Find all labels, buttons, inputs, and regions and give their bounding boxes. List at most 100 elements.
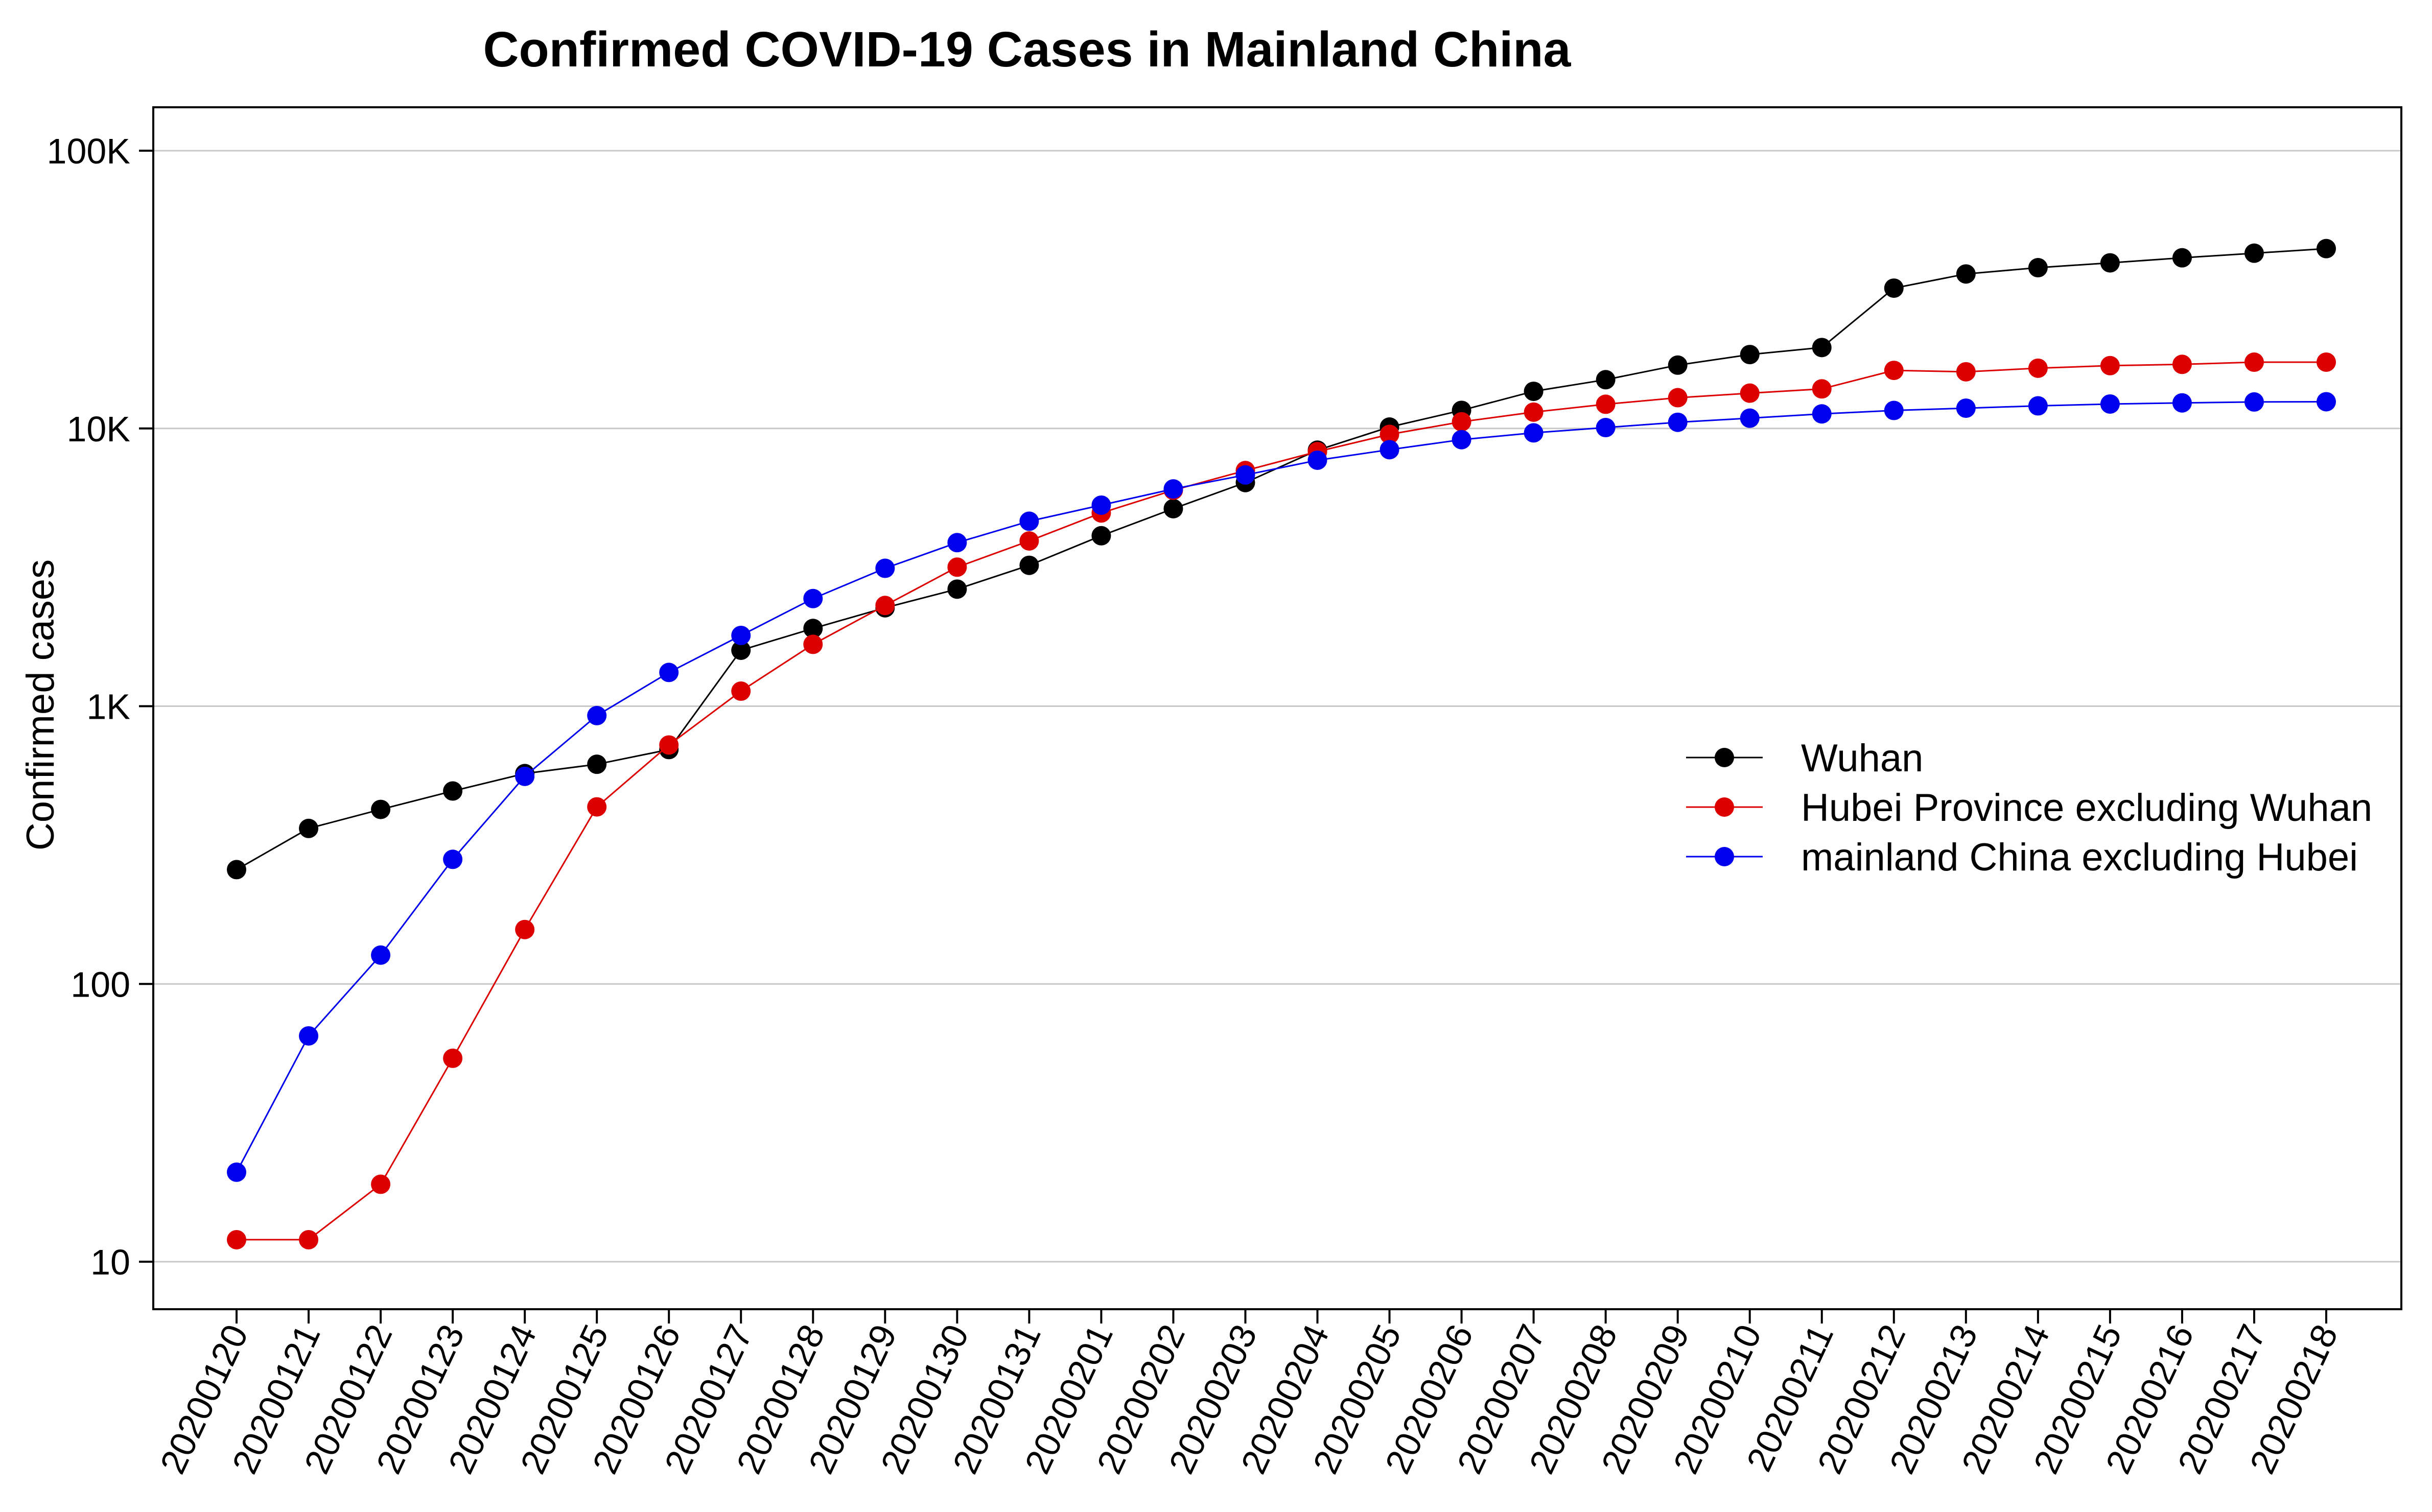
data-point bbox=[731, 681, 751, 701]
data-point bbox=[2317, 239, 2336, 258]
data-point bbox=[1524, 423, 1544, 443]
data-point bbox=[1812, 404, 1832, 424]
data-point bbox=[2317, 392, 2336, 412]
data-point bbox=[947, 533, 967, 553]
y-tick-label: 1K bbox=[86, 687, 130, 727]
data-point bbox=[803, 634, 823, 654]
data-point bbox=[443, 1048, 463, 1068]
data-point bbox=[1379, 440, 1399, 460]
data-point bbox=[1019, 555, 1039, 575]
data-point bbox=[1163, 499, 1183, 518]
legend-label: mainland China excluding Hubei bbox=[1801, 836, 2358, 879]
y-axis-label: Confirmed cases bbox=[19, 559, 62, 850]
data-point bbox=[731, 625, 751, 645]
data-point bbox=[587, 797, 607, 817]
data-point bbox=[299, 818, 319, 838]
data-point bbox=[1596, 370, 1616, 390]
data-point bbox=[227, 1162, 246, 1182]
data-point bbox=[1524, 382, 1544, 401]
data-point bbox=[803, 588, 823, 608]
legend-label: Hubei Province excluding Wuhan bbox=[1801, 786, 2372, 830]
data-point bbox=[1740, 345, 1760, 365]
data-point bbox=[947, 557, 967, 577]
data-point bbox=[1452, 430, 1471, 450]
data-point bbox=[2244, 352, 2264, 372]
data-point bbox=[371, 1174, 391, 1194]
data-point bbox=[1091, 495, 1111, 515]
data-point bbox=[1235, 465, 1255, 485]
y-tick-label: 100K bbox=[47, 131, 130, 171]
legend-marker bbox=[1715, 797, 1734, 817]
data-point bbox=[2100, 253, 2120, 273]
series-line bbox=[236, 248, 2327, 870]
data-point bbox=[1812, 379, 1832, 399]
gridlines bbox=[153, 150, 2401, 1263]
data-point bbox=[227, 860, 246, 880]
data-point bbox=[731, 640, 751, 660]
data-point bbox=[1596, 394, 1616, 414]
legend: Wuhan Hubei Province excluding Wuhan mainl… bbox=[1686, 737, 2372, 879]
series-line bbox=[237, 361, 2326, 1241]
data-point bbox=[1379, 424, 1399, 444]
data-point bbox=[1452, 412, 1471, 432]
data-point bbox=[587, 705, 607, 725]
data-point bbox=[1091, 526, 1111, 546]
data-point bbox=[2028, 258, 2048, 278]
data-point bbox=[1668, 388, 1688, 408]
data-point bbox=[587, 754, 607, 774]
y-axis: 10 100 1K 10K 100K bbox=[47, 131, 153, 1282]
data-point bbox=[1884, 278, 1904, 298]
data-point bbox=[1307, 450, 1327, 470]
data-point bbox=[1812, 338, 1832, 358]
legend-item: Hubei Province excluding Wuhan bbox=[1686, 786, 2372, 830]
legend-item: mainland China excluding Hubei bbox=[1686, 836, 2358, 879]
data-point bbox=[515, 919, 535, 939]
data-point bbox=[875, 596, 895, 616]
data-point bbox=[659, 735, 679, 755]
data-point bbox=[2100, 394, 2120, 414]
data-point bbox=[1956, 398, 1976, 418]
data-point bbox=[2172, 393, 2192, 413]
data-point bbox=[299, 1026, 319, 1046]
data-point bbox=[2244, 243, 2264, 263]
data-point bbox=[1884, 400, 1904, 420]
legend-marker bbox=[1715, 847, 1734, 866]
data-point bbox=[1884, 361, 1904, 381]
data-point bbox=[1596, 418, 1616, 438]
data-point bbox=[1956, 264, 1976, 284]
data-point bbox=[443, 781, 463, 801]
data-point bbox=[1740, 383, 1760, 403]
data-point bbox=[227, 1230, 246, 1249]
y-tick-label: 10K bbox=[66, 409, 130, 449]
y-tick-label: 100 bbox=[71, 964, 130, 1004]
data-point bbox=[2100, 356, 2120, 375]
plot-frame bbox=[152, 106, 2402, 1310]
data-point bbox=[299, 1230, 319, 1249]
data-point bbox=[1163, 479, 1183, 499]
data-point bbox=[2317, 352, 2336, 372]
data-point bbox=[1956, 362, 1976, 382]
data-point bbox=[947, 579, 967, 599]
data-point bbox=[1524, 402, 1544, 422]
data-point bbox=[1019, 531, 1039, 551]
data-point bbox=[2172, 248, 2192, 268]
data-point bbox=[2028, 358, 2048, 378]
data-point bbox=[803, 619, 823, 639]
legend-marker bbox=[1715, 748, 1734, 767]
data-point bbox=[515, 766, 535, 786]
data-point bbox=[1668, 355, 1688, 375]
y-tick-label: 10 bbox=[90, 1242, 130, 1282]
series-3 bbox=[227, 392, 2336, 1182]
legend-label: Wuhan bbox=[1801, 737, 1923, 780]
legend-item: Wuhan bbox=[1686, 737, 1923, 780]
data-point bbox=[2244, 392, 2264, 412]
data-point bbox=[1740, 408, 1760, 428]
data-point bbox=[443, 849, 463, 869]
data-point bbox=[371, 799, 391, 819]
data-point bbox=[1019, 511, 1039, 531]
series-group bbox=[227, 239, 2336, 1249]
data-point bbox=[1668, 412, 1688, 432]
series-line bbox=[236, 401, 2327, 1173]
data-point bbox=[2172, 355, 2192, 374]
